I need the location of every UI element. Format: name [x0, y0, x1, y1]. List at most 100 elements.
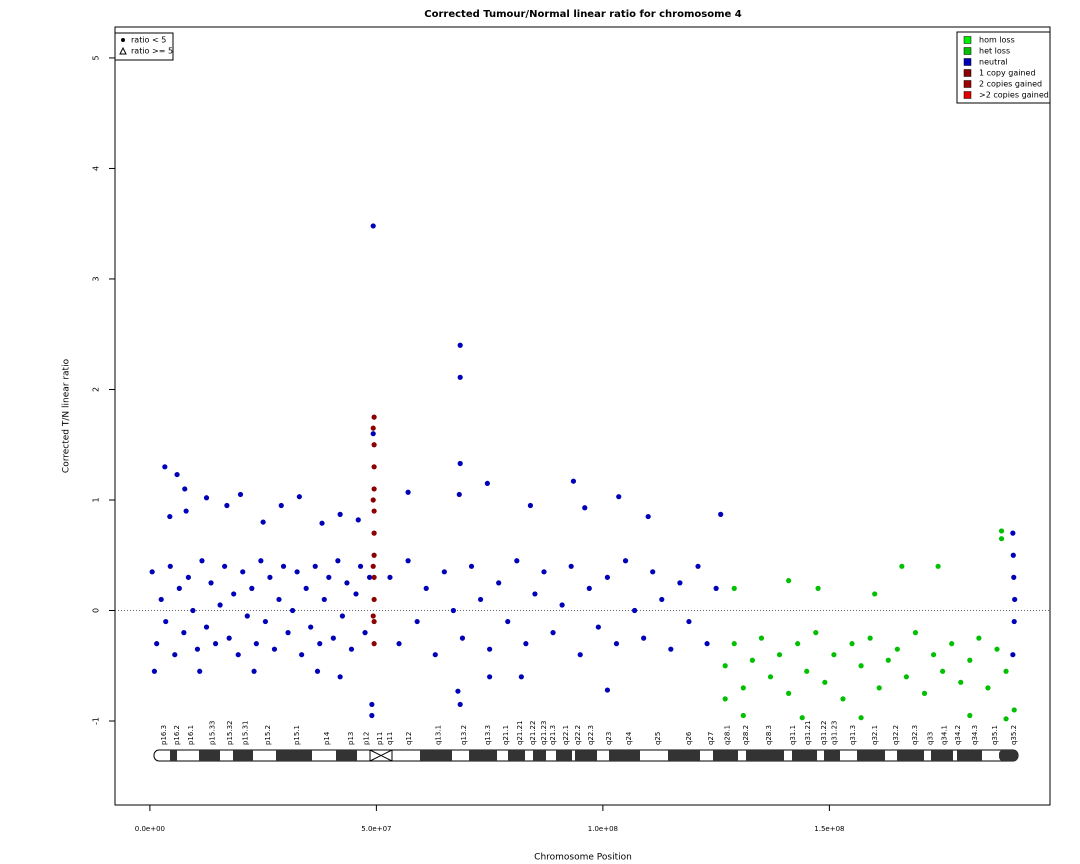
band-label: p16.1 — [187, 725, 195, 745]
point — [303, 585, 309, 591]
point — [1010, 552, 1016, 558]
point — [740, 685, 746, 691]
point — [405, 558, 411, 564]
point — [604, 574, 611, 580]
point — [237, 491, 244, 498]
point — [371, 574, 377, 580]
band-label: q31.22 — [820, 721, 828, 745]
legend-label: neutral — [979, 58, 1008, 67]
point — [613, 641, 620, 647]
point — [370, 223, 376, 229]
point — [370, 431, 376, 437]
band-label: q31.23 — [831, 721, 839, 745]
band-label: q31.1 — [789, 725, 797, 745]
point — [487, 674, 493, 680]
band-label: p15.2 — [264, 725, 272, 745]
point — [604, 687, 611, 693]
point — [369, 701, 375, 708]
point — [423, 585, 429, 591]
point — [650, 569, 656, 575]
point — [758, 635, 765, 641]
point — [353, 591, 359, 597]
point — [151, 668, 158, 674]
point — [713, 585, 719, 591]
point — [208, 580, 214, 586]
point — [337, 674, 343, 680]
point — [176, 585, 182, 591]
point — [278, 502, 284, 509]
point — [1011, 618, 1017, 625]
point — [1011, 707, 1017, 713]
point — [199, 558, 205, 564]
point — [371, 618, 377, 625]
point — [405, 489, 411, 495]
point — [172, 652, 178, 658]
band-label: p15.32 — [226, 721, 234, 745]
point — [967, 712, 973, 719]
point — [240, 569, 246, 575]
point — [396, 641, 402, 647]
point — [185, 574, 191, 580]
point — [935, 563, 941, 569]
point — [767, 674, 774, 680]
band-label: q27 — [707, 732, 715, 745]
point — [251, 668, 257, 674]
point — [622, 558, 629, 564]
point — [457, 342, 463, 348]
point — [369, 712, 375, 719]
band-label: q34.2 — [954, 725, 962, 745]
band-label: q34.3 — [971, 725, 979, 745]
point — [231, 591, 237, 597]
point — [849, 641, 855, 647]
point — [514, 558, 520, 564]
band-label: q31.21 — [804, 721, 812, 745]
point — [505, 618, 511, 625]
point — [496, 580, 502, 586]
point — [1012, 596, 1018, 603]
x-tick-label: 0.0e+00 — [135, 825, 165, 833]
point — [468, 563, 475, 569]
point — [326, 574, 332, 580]
point — [645, 513, 651, 520]
point — [885, 657, 891, 663]
y-tick-label: 1 — [92, 497, 101, 502]
point — [441, 569, 447, 575]
point — [912, 630, 919, 636]
point — [1010, 652, 1016, 658]
point — [459, 635, 466, 641]
point — [370, 613, 376, 619]
plot-frame — [114, 26, 1051, 806]
point — [704, 641, 710, 647]
point — [267, 574, 273, 580]
point — [813, 630, 819, 636]
point — [921, 690, 928, 696]
band-label: q35.1 — [991, 725, 999, 745]
band-label: q22.2 — [574, 725, 582, 745]
point — [872, 591, 878, 597]
legend-label: het loss — [979, 47, 1010, 56]
band-label: q28.1 — [724, 725, 732, 745]
band-label: q34.1 — [941, 725, 949, 745]
point — [899, 563, 905, 569]
x-tick-label: 1.5e+08 — [814, 825, 844, 833]
band-label: q13.2 — [460, 725, 468, 745]
band-label: q21.3 — [549, 725, 557, 745]
point — [314, 668, 321, 674]
point — [414, 618, 420, 625]
point — [949, 641, 955, 647]
legend-symbol — [121, 38, 125, 42]
point — [577, 652, 583, 658]
point — [244, 613, 250, 619]
point — [249, 585, 255, 591]
x-tick-label: 5.0e+07 — [361, 825, 391, 833]
point — [586, 585, 592, 591]
point — [450, 607, 456, 614]
point — [455, 688, 461, 694]
point — [776, 652, 783, 658]
point — [822, 679, 828, 685]
legend-swatch — [963, 80, 972, 88]
point — [339, 613, 346, 619]
point — [686, 618, 692, 625]
point — [487, 646, 493, 652]
band-label: q12 — [405, 732, 413, 745]
